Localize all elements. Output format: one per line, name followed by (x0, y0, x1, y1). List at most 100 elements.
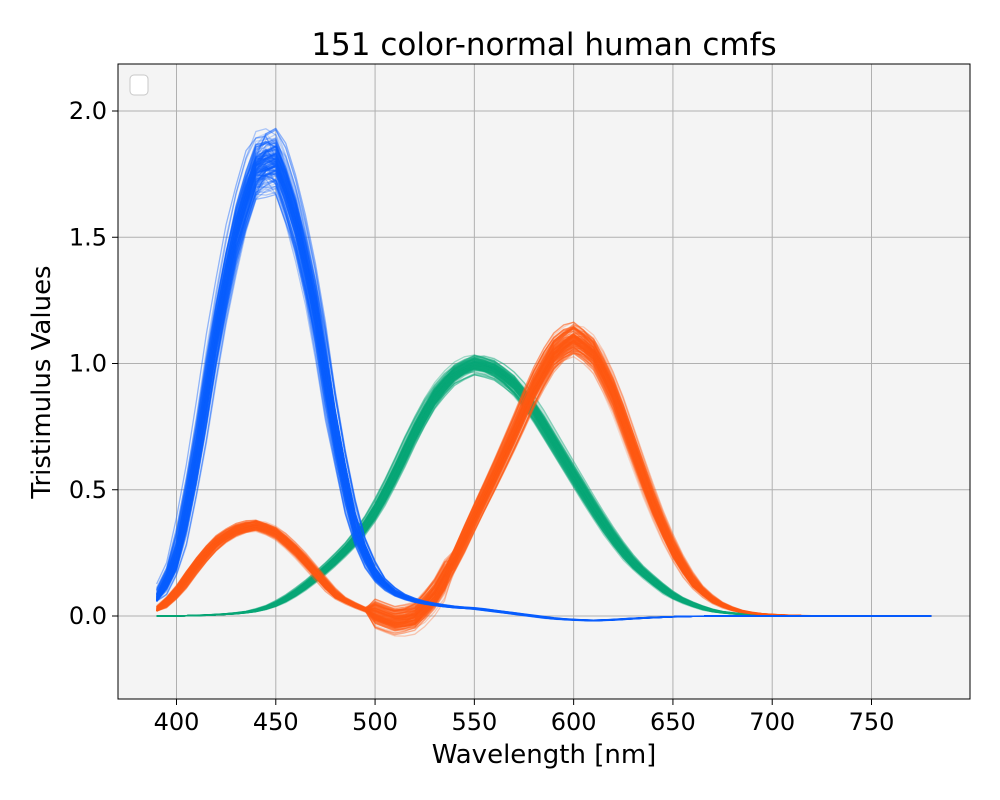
green-observer-curve (156, 361, 932, 617)
red-observer-curve (156, 351, 932, 626)
blue-observer-curve (156, 166, 932, 622)
red-observer-curve (156, 348, 932, 617)
red-observer-curve (156, 341, 932, 631)
blue-observer-curve (156, 165, 932, 621)
blue-observer-curve (156, 165, 932, 622)
green-observer-curve (156, 357, 932, 617)
blue-observer-curve (156, 145, 932, 622)
green-observer-curve (156, 362, 932, 617)
red-observer-curve (156, 329, 932, 629)
red-observer-curve (156, 333, 932, 625)
green-observer-curve (156, 358, 932, 617)
x-axis-label: Wavelength [nm] (432, 740, 657, 770)
red-observer-curve (156, 342, 932, 628)
red-observer-curve (156, 326, 932, 621)
blue-observer-curve (156, 140, 932, 622)
red-observer-curve (156, 327, 932, 629)
red-observer-curve (156, 334, 932, 617)
red-observer-curve (156, 328, 932, 624)
blue-observer-curve (156, 153, 932, 622)
green-observer-curve (156, 365, 932, 617)
y-tick-label: 0.5 (69, 476, 107, 504)
blue-observer-curve (156, 147, 932, 622)
green-observer-curve (156, 363, 932, 617)
green-observer-curve (156, 364, 932, 617)
blue-observer-curve (156, 177, 932, 621)
red-observer-curve (156, 335, 932, 626)
red-observer-curve (156, 345, 932, 617)
red-observer-curve (156, 352, 932, 617)
red-observer-curve (156, 325, 932, 626)
red-observer-curve (156, 327, 932, 623)
red-observer-curve (156, 352, 932, 620)
blue-observer-curve (156, 163, 932, 622)
green-observer-curve (156, 364, 932, 617)
series-2-group (156, 321, 932, 637)
blue-observer-curve (156, 162, 932, 622)
blue-observer-curve (156, 163, 932, 622)
blue-observer-curve (156, 167, 932, 622)
blue-observer-curve (156, 158, 932, 622)
y-axis-label: Tristimulus Values (27, 265, 57, 499)
green-observer-curve (156, 362, 932, 617)
green-observer-curve (156, 360, 932, 617)
green-observer-curve (156, 374, 932, 617)
blue-observer-curve (156, 157, 932, 622)
green-observer-curve (156, 367, 932, 617)
blue-observer-curve (156, 158, 932, 622)
red-observer-curve (156, 326, 932, 629)
green-observer-curve (156, 367, 932, 617)
red-observer-curve (156, 340, 932, 623)
red-observer-curve (156, 347, 932, 620)
red-observer-curve (156, 334, 932, 625)
red-observer-curve (156, 334, 932, 624)
green-observer-curve (156, 359, 932, 617)
red-observer-curve (156, 350, 932, 629)
red-observer-curve (156, 350, 932, 624)
green-observer-curve (156, 356, 932, 617)
blue-observer-curve (156, 160, 932, 622)
green-observer-curve (156, 362, 932, 617)
blue-observer-curve (156, 129, 932, 622)
x-tick-label: 600 (551, 708, 597, 736)
green-observer-curve (156, 362, 932, 617)
red-observer-curve (156, 352, 932, 634)
blue-observer-curve (156, 167, 932, 621)
green-observer-curve (156, 362, 932, 617)
blue-observer-curve (156, 139, 932, 622)
green-observer-curve (156, 362, 932, 617)
green-observer-curve (156, 358, 932, 617)
red-observer-curve (156, 335, 932, 619)
green-observer-curve (156, 364, 932, 617)
blue-observer-curve (156, 172, 932, 621)
green-observer-curve (156, 359, 932, 617)
red-observer-curve (156, 332, 932, 617)
blue-observer-curve (156, 193, 932, 621)
red-observer-curve (156, 333, 932, 617)
blue-observer-curve (156, 186, 932, 621)
blue-observer-curve (156, 168, 932, 622)
green-observer-curve (156, 357, 932, 617)
green-observer-curve (156, 355, 932, 617)
red-observer-curve (156, 326, 932, 619)
blue-observer-curve (156, 174, 932, 621)
blue-observer-curve (156, 168, 932, 621)
red-observer-curve (156, 343, 932, 629)
blue-observer-curve (156, 157, 932, 622)
x-tick-label: 650 (650, 708, 696, 736)
green-observer-curve (156, 364, 932, 617)
red-observer-curve (156, 334, 932, 622)
blue-observer-curve (156, 177, 932, 621)
blue-observer-curve (156, 143, 932, 622)
red-observer-curve (156, 341, 932, 619)
green-observer-curve (156, 364, 932, 617)
blue-observer-curve (156, 179, 932, 621)
green-observer-curve (156, 368, 932, 617)
blue-observer-curve (156, 183, 932, 621)
green-observer-curve (156, 364, 932, 617)
green-observer-curve (156, 365, 932, 617)
red-observer-curve (156, 350, 932, 617)
green-observer-curve (156, 361, 932, 617)
red-observer-curve (156, 321, 932, 625)
